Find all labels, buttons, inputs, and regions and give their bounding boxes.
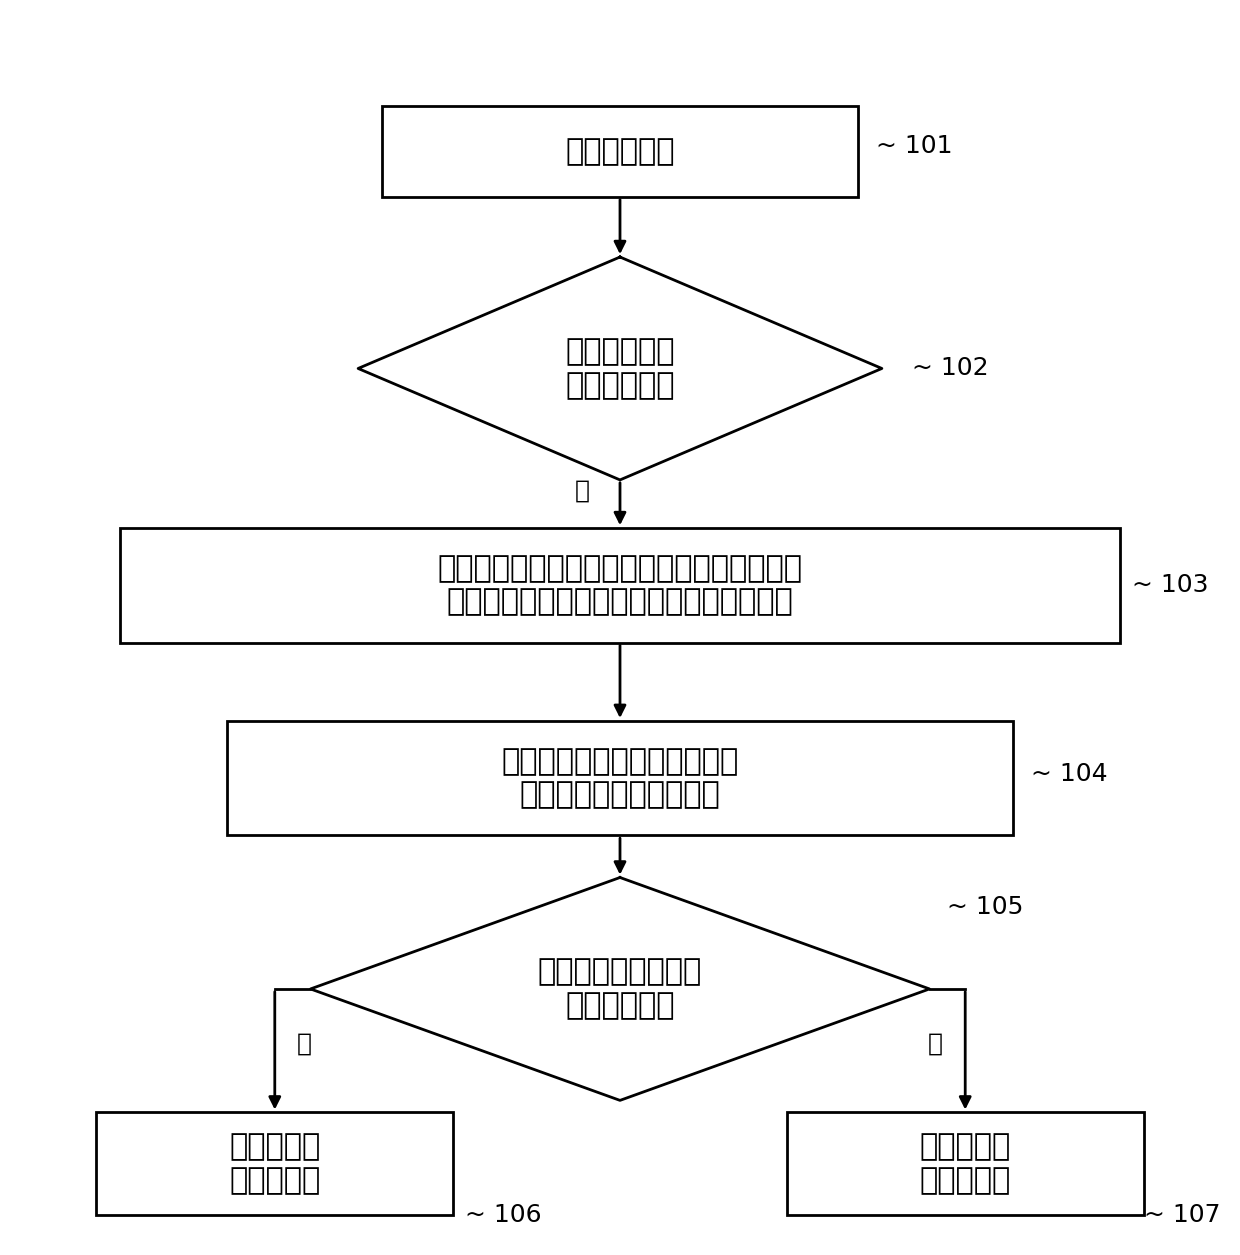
Text: ~ 106: ~ 106 xyxy=(465,1204,542,1227)
Bar xyxy=(382,107,858,197)
Text: 否: 否 xyxy=(928,1032,942,1055)
Text: ~ 104: ~ 104 xyxy=(1030,763,1107,787)
Text: 确定拷贝调
度任务失败: 确定拷贝调 度任务失败 xyxy=(920,1132,1011,1195)
Text: ~ 107: ~ 107 xyxy=(1143,1204,1220,1227)
Text: 是: 是 xyxy=(574,478,589,502)
Bar xyxy=(786,1112,1143,1215)
Text: 判断是否需要
执行调度任务: 判断是否需要 执行调度任务 xyxy=(565,338,675,400)
Text: ~ 101: ~ 101 xyxy=(875,133,952,158)
Text: ~ 102: ~ 102 xyxy=(911,356,988,380)
Bar xyxy=(120,528,1120,643)
Text: 分别拷贝调度任务得到至少两个镜像任务，并
为不同的镜像任务对应设置不同的任务周期: 分别拷贝调度任务得到至少两个镜像任务，并 为不同的镜像任务对应设置不同的任务周期 xyxy=(438,553,802,616)
Text: 确定拷贝调
度任务成功: 确定拷贝调 度任务成功 xyxy=(229,1132,320,1195)
Bar xyxy=(97,1112,454,1215)
Text: 定义调度任务: 定义调度任务 xyxy=(565,137,675,166)
Text: 是: 是 xyxy=(298,1032,312,1055)
Text: ~ 105: ~ 105 xyxy=(947,895,1024,919)
Text: 监视镜像任务的运行
状态是否正常: 监视镜像任务的运行 状态是否正常 xyxy=(538,958,702,1020)
Text: 调度所有镜像任务并行运行以
处理对应任务周期的数据: 调度所有镜像任务并行运行以 处理对应任务周期的数据 xyxy=(501,747,739,809)
Bar xyxy=(227,720,1013,836)
Polygon shape xyxy=(310,877,930,1101)
Polygon shape xyxy=(358,257,882,479)
Text: ~ 103: ~ 103 xyxy=(1132,574,1208,597)
